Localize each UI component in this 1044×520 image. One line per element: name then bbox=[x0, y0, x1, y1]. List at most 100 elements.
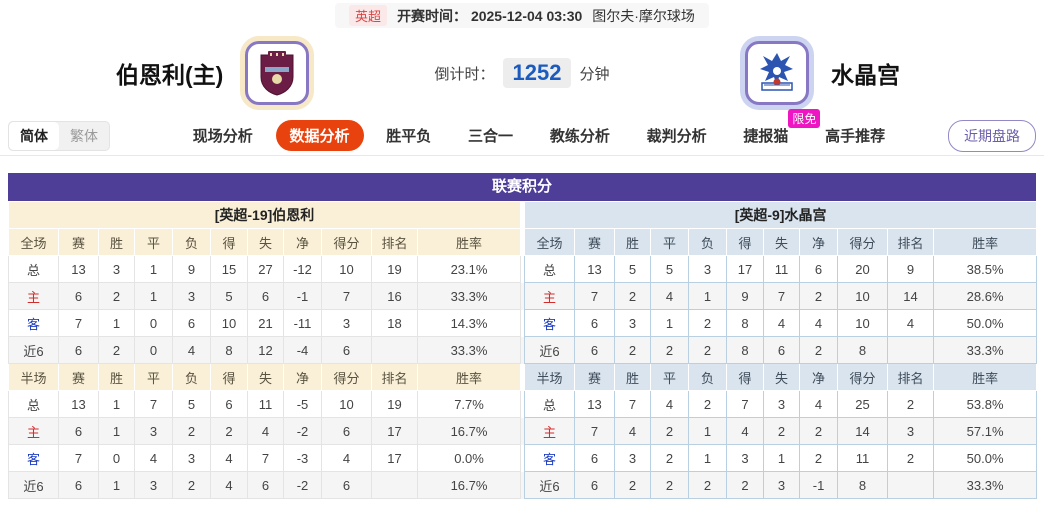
tab-4[interactable]: 教练分析 bbox=[549, 128, 610, 145]
stat-cell bbox=[371, 336, 418, 364]
stat-cell: 8 bbox=[726, 309, 765, 337]
column-header: 排名 bbox=[371, 363, 418, 391]
stat-cell: 7 bbox=[58, 309, 99, 337]
away-team: 水晶宫 bbox=[745, 41, 1044, 105]
tab-1[interactable]: 数据分析 bbox=[275, 120, 364, 151]
kickoff-label: 开赛时间： bbox=[397, 7, 468, 24]
stat-cell: -12 bbox=[283, 255, 322, 283]
stat-cell: 4 bbox=[799, 390, 839, 418]
column-header-row: 半场赛胜平负得失净得分 排名 胜率 半场赛胜平负得失净得分 排名 胜率 bbox=[8, 363, 1038, 391]
table-row: 近6 6 1 3 2 4 6 -2 6 16.7% 近6 6 2 2 2 2 3 -1 8 33.3% bbox=[8, 471, 1038, 499]
column-header: 排名 bbox=[887, 363, 935, 391]
stat-cell: 6 bbox=[321, 471, 372, 499]
column-header: 全场 bbox=[8, 228, 59, 256]
stat-cell: 27 bbox=[247, 255, 284, 283]
column-header: 赛 bbox=[574, 363, 616, 391]
stat-cell: 主 bbox=[524, 417, 576, 445]
nav-tabs: 现场分析 数据分析 胜平负 三合一 教练分析 裁判分析 捷报猫 限免 高手推荐 bbox=[110, 109, 948, 151]
stat-cell: 13 bbox=[58, 255, 99, 283]
stat-cell: 13 bbox=[574, 390, 616, 418]
table-spacer bbox=[520, 417, 525, 445]
stat-cell: 0 bbox=[134, 336, 173, 364]
nav-bar: 简体 繁体 现场分析 数据分析 胜平负 三合一 教练分析 裁判分析 捷报猫 限免 高手推荐 近期… bbox=[0, 109, 1044, 156]
tab-3[interactable]: 三合一 bbox=[468, 128, 514, 145]
away-team-name: 水晶宫 bbox=[831, 62, 900, 88]
stat-cell: 5 bbox=[172, 390, 211, 418]
tab-6[interactable]: 捷报猫 限免 bbox=[729, 109, 821, 151]
stat-cell: 11 bbox=[247, 390, 284, 418]
stat-cell: 0.0% bbox=[416, 444, 522, 472]
stat-cell: 8 bbox=[210, 336, 248, 364]
table-row: 总 13 3 1 9 15 27 -12 10 19 23.1% 总 13 5 5 3 17 11 6 20 9 38.5… bbox=[8, 255, 1038, 283]
stat-cell: 2 bbox=[614, 282, 652, 310]
stat-cell: 16.7% bbox=[416, 417, 522, 445]
stat-cell: 2 bbox=[799, 282, 839, 310]
table-spacer bbox=[520, 201, 525, 229]
column-header: 半场 bbox=[8, 363, 59, 391]
stat-cell: -1 bbox=[283, 282, 322, 310]
stat-cell: 5 bbox=[614, 255, 652, 283]
stat-cell: 4 bbox=[210, 444, 248, 472]
stat-cell: 7 bbox=[58, 444, 99, 472]
stat-cell: 21 bbox=[247, 309, 284, 337]
stat-cell: 近6 bbox=[524, 471, 576, 499]
stat-cell: -4 bbox=[283, 336, 322, 364]
stat-cell: 33.3% bbox=[416, 282, 522, 310]
table-row: 主 6 1 3 2 2 4 -2 6 17 16.7% 主 7 4 2 1 4 2 2 14 3 57.1% bbox=[8, 417, 1038, 445]
stat-cell: 总 bbox=[524, 255, 576, 283]
lang-traditional-button[interactable]: 繁体 bbox=[70, 127, 98, 144]
stat-cell: 6 bbox=[247, 282, 284, 310]
kickoff-time: 开赛时间： 2025-12-04 03:30 bbox=[397, 6, 582, 26]
column-header: 净 bbox=[799, 228, 839, 256]
stat-cell: 近6 bbox=[8, 336, 59, 364]
tab-7[interactable]: 高手推荐 bbox=[825, 128, 886, 145]
stat-cell: 1 bbox=[688, 282, 728, 310]
stat-cell: 近6 bbox=[8, 471, 59, 499]
stat-cell: 3 bbox=[614, 444, 652, 472]
free-badge: 限免 bbox=[788, 109, 821, 128]
tab-2[interactable]: 胜平负 bbox=[386, 128, 432, 145]
stat-cell: 5 bbox=[210, 282, 248, 310]
stat-cell: 16.7% bbox=[416, 471, 522, 499]
column-header: 胜率 bbox=[933, 228, 1038, 256]
column-header-row: 全场赛胜平负得失净得分 排名 胜率 全场赛胜平负得失净得分 排名 胜率 bbox=[8, 228, 1038, 256]
column-header: 得 bbox=[210, 363, 248, 391]
league-points-table: [英超-19]伯恩利 [英超-9]水晶宫 全场赛胜平负得失净得分 排名 胜率 全场赛胜平负… bbox=[7, 201, 1038, 499]
table-spacer bbox=[520, 255, 525, 283]
stat-cell: 4 bbox=[172, 336, 211, 364]
column-header: 平 bbox=[650, 228, 690, 256]
stat-cell: 4 bbox=[726, 417, 765, 445]
countdown: 倒计时： 1252 分钟 bbox=[435, 58, 609, 88]
stat-cell: 2 bbox=[98, 282, 135, 310]
tab-0[interactable]: 现场分析 bbox=[192, 128, 253, 145]
column-header: 失 bbox=[763, 363, 801, 391]
tab-5[interactable]: 裁判分析 bbox=[646, 128, 707, 145]
stat-cell: 3 bbox=[172, 282, 211, 310]
stat-cell: 2 bbox=[887, 444, 935, 472]
lang-simplified-button[interactable]: 简体 bbox=[9, 121, 59, 150]
column-header: 胜率 bbox=[416, 363, 522, 391]
stat-cell: -1 bbox=[799, 471, 839, 499]
stat-cell: 主 bbox=[524, 282, 576, 310]
stat-cell: 0 bbox=[98, 444, 135, 472]
column-header: 负 bbox=[172, 228, 211, 256]
stat-cell: 5 bbox=[650, 255, 690, 283]
team-section-row: [英超-19]伯恩利 [英超-9]水晶宫 bbox=[7, 201, 1038, 229]
recent-odds-button[interactable]: 近期盘路 bbox=[948, 119, 1036, 152]
stat-cell: 6 bbox=[58, 471, 99, 499]
stat-cell: 6 bbox=[58, 282, 99, 310]
stat-cell: 11 bbox=[837, 444, 889, 472]
stat-cell: 25 bbox=[837, 390, 889, 418]
table-spacer bbox=[520, 228, 525, 256]
stat-cell: 33.3% bbox=[416, 336, 522, 364]
stat-cell: 2 bbox=[726, 471, 765, 499]
stat-cell: 4 bbox=[134, 444, 173, 472]
stat-cell: 近6 bbox=[524, 336, 576, 364]
column-header: 胜 bbox=[614, 363, 652, 391]
column-header: 负 bbox=[688, 363, 728, 391]
stat-cell: 8 bbox=[837, 336, 889, 364]
column-header: 胜 bbox=[98, 363, 135, 391]
stat-cell: 6 bbox=[574, 444, 616, 472]
stat-cell: 10 bbox=[837, 309, 889, 337]
stat-cell: 2 bbox=[688, 336, 728, 364]
